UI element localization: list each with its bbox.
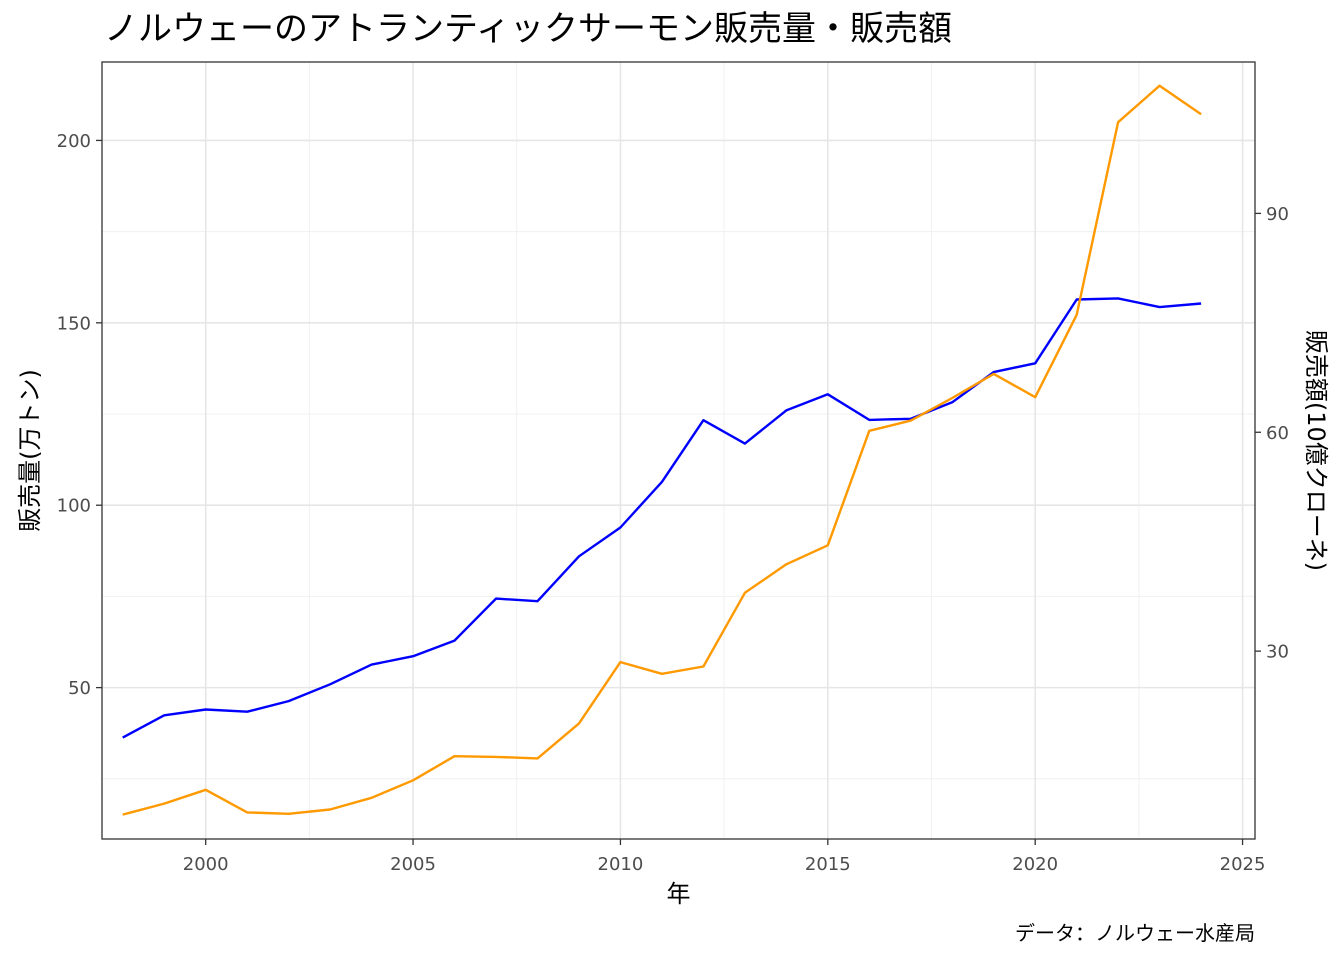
x-tick-label: 2000: [183, 854, 229, 875]
y-tick-label: 150: [57, 313, 91, 334]
data-source-caption: データ：ノルウェー水産局: [1015, 921, 1255, 945]
y-axis-right: 30 60 90: [1255, 204, 1289, 663]
y-axis-left: 50 100 150 200: [57, 131, 102, 699]
x-axis: 2000 2005 2010 2015 2020 2025: [183, 839, 1266, 875]
data-lines: [122, 84, 1202, 816]
y2-tick-label: 30: [1266, 642, 1289, 663]
plot-background: [102, 62, 1255, 839]
y2-tick-label: 90: [1266, 204, 1289, 225]
series-line-volume: [122, 297, 1202, 739]
plot-border: [101, 61, 1256, 840]
y-tick-label: 50: [68, 678, 91, 699]
x-tick-label: 2015: [805, 854, 851, 875]
y-axis-title: 販売量(万トン): [16, 369, 44, 532]
x-tick-label: 2010: [598, 854, 644, 875]
y-tick-label: 200: [57, 131, 91, 152]
x-tick-label: 2025: [1220, 854, 1266, 875]
plot-area: [102, 62, 1255, 839]
minor-gridlines: [102, 62, 1255, 839]
x-axis-title: 年: [667, 880, 691, 908]
y2-axis-title: 販売額(10億クローネ): [1302, 330, 1330, 571]
y2-tick-label: 60: [1266, 423, 1289, 444]
x-tick-label: 2005: [390, 854, 436, 875]
chart-title: ノルウェーのアトランティックサーモン販売量・販売額: [104, 9, 952, 49]
series-line-value: [122, 84, 1202, 816]
x-tick-label: 2020: [1012, 854, 1058, 875]
y-tick-label: 100: [57, 496, 91, 517]
major-gridlines: [102, 62, 1255, 839]
